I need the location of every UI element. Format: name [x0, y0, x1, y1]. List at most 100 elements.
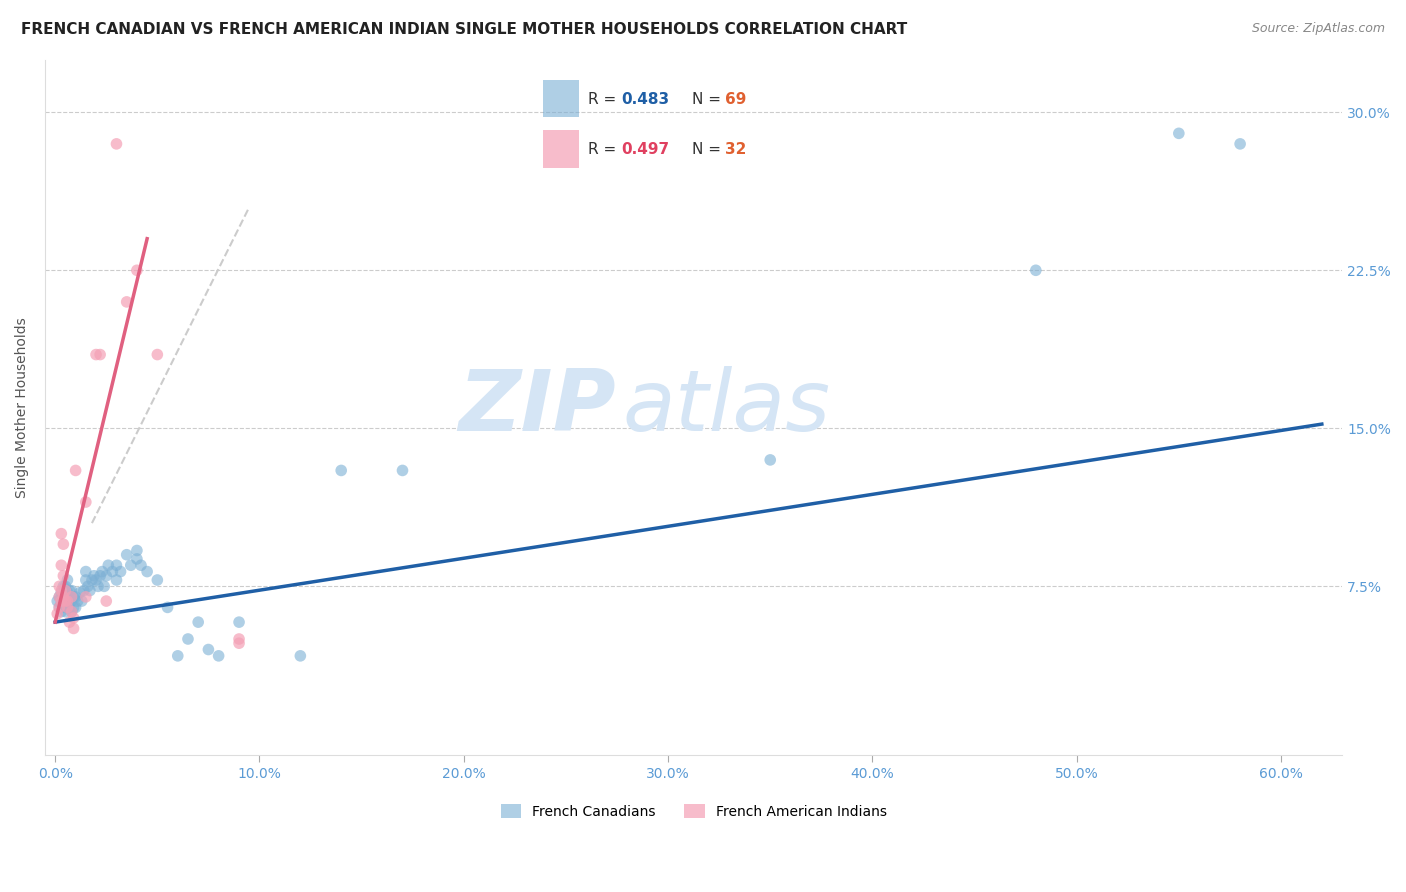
Point — [129, 558, 152, 573]
Point — [228, 632, 250, 646]
Point — [56, 591, 79, 606]
Point — [60, 605, 83, 619]
Text: 69: 69 — [725, 92, 747, 107]
Point — [290, 648, 312, 663]
Text: N =: N = — [692, 142, 725, 157]
Text: 32: 32 — [725, 142, 747, 157]
Point — [48, 600, 70, 615]
Point — [58, 600, 80, 615]
Point — [125, 552, 148, 566]
Point — [55, 596, 77, 610]
Point — [759, 453, 782, 467]
Point — [48, 579, 70, 593]
Text: FRENCH CANADIAN VS FRENCH AMERICAN INDIAN SINGLE MOTHER HOUSEHOLDS CORRELATION C: FRENCH CANADIAN VS FRENCH AMERICAN INDIA… — [21, 22, 907, 37]
Point — [97, 558, 120, 573]
Point — [96, 569, 118, 583]
Point — [51, 596, 73, 610]
Legend: French Canadians, French American Indians: French Canadians, French American Indian… — [495, 798, 893, 824]
Y-axis label: Single Mother Households: Single Mother Households — [15, 317, 30, 498]
Point — [89, 347, 111, 361]
Point — [58, 583, 80, 598]
Text: R =: R = — [588, 92, 621, 107]
Point — [228, 615, 250, 629]
Point — [391, 463, 413, 477]
Point — [51, 558, 73, 573]
Point — [91, 565, 114, 579]
Point — [115, 548, 138, 562]
Point — [1229, 136, 1251, 151]
Point — [146, 347, 169, 361]
Point — [89, 569, 111, 583]
Point — [51, 594, 73, 608]
Point — [73, 583, 96, 598]
Point — [93, 579, 115, 593]
Point — [105, 136, 128, 151]
Bar — [543, 130, 579, 168]
Point — [52, 590, 75, 604]
Point — [105, 573, 128, 587]
Point — [84, 347, 107, 361]
Point — [52, 537, 75, 551]
Point — [87, 579, 110, 593]
Point — [60, 590, 83, 604]
Point — [110, 565, 132, 579]
Point — [101, 565, 124, 579]
Point — [115, 294, 138, 309]
Point — [66, 594, 89, 608]
Point — [84, 573, 107, 587]
Point — [52, 590, 75, 604]
Text: 0.483: 0.483 — [621, 92, 669, 107]
Point — [55, 605, 77, 619]
Point — [187, 615, 209, 629]
Point — [56, 573, 79, 587]
Point — [48, 600, 70, 615]
Point — [48, 590, 70, 604]
Point — [51, 583, 73, 598]
Point — [51, 526, 73, 541]
Point — [96, 594, 118, 608]
Point — [69, 585, 91, 599]
Text: N =: N = — [692, 92, 725, 107]
Point — [65, 590, 87, 604]
Point — [56, 600, 79, 615]
Point — [136, 565, 159, 579]
Point — [105, 558, 128, 573]
Point — [75, 573, 97, 587]
Point — [48, 590, 70, 604]
Point — [62, 590, 84, 604]
Point — [62, 622, 84, 636]
Point — [60, 583, 83, 598]
Point — [46, 594, 69, 608]
Point — [125, 263, 148, 277]
Point — [166, 648, 188, 663]
Point — [156, 600, 179, 615]
Point — [58, 590, 80, 604]
Bar — [543, 80, 579, 118]
Point — [55, 594, 77, 608]
Point — [60, 594, 83, 608]
Point — [56, 600, 79, 615]
Text: R =: R = — [588, 142, 621, 157]
Point — [62, 600, 84, 615]
Point — [52, 579, 75, 593]
Point — [55, 585, 77, 599]
Point — [75, 495, 97, 509]
Point — [51, 605, 73, 619]
Point — [228, 636, 250, 650]
Point — [75, 590, 97, 604]
Point — [62, 611, 84, 625]
Point — [46, 607, 69, 621]
Text: atlas: atlas — [623, 366, 831, 449]
Point — [80, 573, 103, 587]
Point — [52, 569, 75, 583]
Point — [51, 585, 73, 599]
Point — [207, 648, 229, 663]
Point — [65, 600, 87, 615]
Point — [75, 565, 97, 579]
Point — [56, 585, 79, 599]
Point — [177, 632, 200, 646]
Point — [52, 600, 75, 615]
Text: 0.497: 0.497 — [621, 142, 669, 157]
Point — [125, 543, 148, 558]
Point — [60, 605, 83, 619]
